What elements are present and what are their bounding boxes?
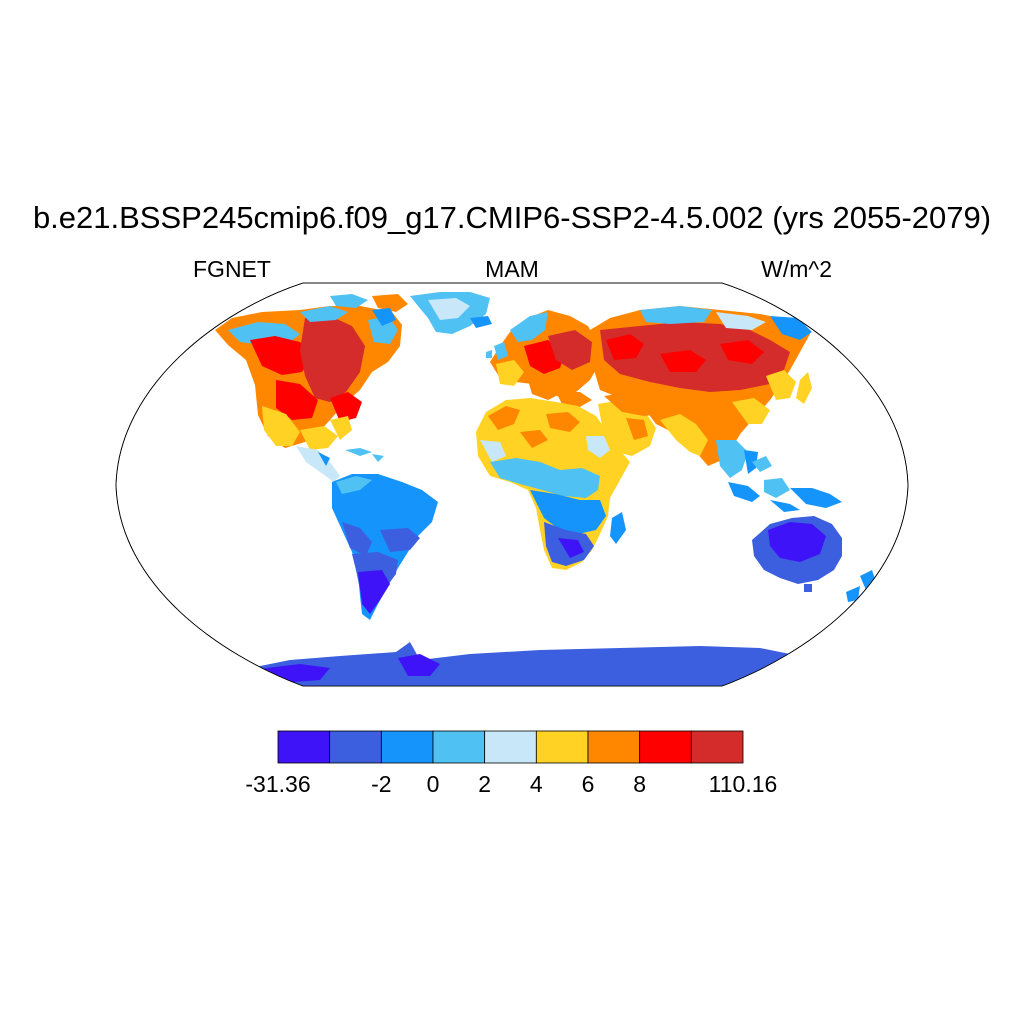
south-america (332, 474, 438, 620)
variable-label: FGNET (193, 256, 271, 282)
colorbar-swatch (432, 730, 486, 764)
arctic-islands (330, 292, 490, 334)
australia (752, 516, 876, 602)
colorbar (277, 730, 744, 764)
caribbean (345, 448, 384, 462)
colorbar-swatch (690, 730, 744, 764)
colorbar-swatch (484, 730, 537, 764)
colorbar-swatch (380, 730, 434, 764)
maritime-asia (728, 456, 842, 512)
colorbar-swatch (587, 730, 641, 764)
colorbar-swatch (535, 730, 589, 764)
colorbar-swatch (329, 730, 382, 764)
colorbar-tick-label: 6 (581, 771, 595, 797)
africa (476, 398, 630, 570)
europe (470, 310, 598, 408)
north-america (215, 306, 402, 482)
colorbar-swatch (639, 730, 692, 764)
colorbar-tick-label: 8 (633, 771, 647, 797)
colorbar-tick-label: -2 (371, 771, 392, 797)
colorbar-tick-label: -31.36 (245, 771, 311, 797)
colorbar-tick-label: 0 (426, 771, 440, 797)
units-label: W/m^2 (761, 256, 832, 282)
colorbar-tick-label: 2 (478, 771, 492, 797)
colorbar-swatch (277, 730, 331, 764)
asia (590, 306, 812, 478)
chart-title: b.e21.BSSP245cmip6.f09_g17.CMIP6-SSP2-4.… (32, 200, 992, 235)
season-label: MAM (485, 256, 539, 282)
colorbar-tick-label: 4 (529, 771, 543, 797)
colorbar-tick-label: 110.16 (708, 771, 778, 797)
